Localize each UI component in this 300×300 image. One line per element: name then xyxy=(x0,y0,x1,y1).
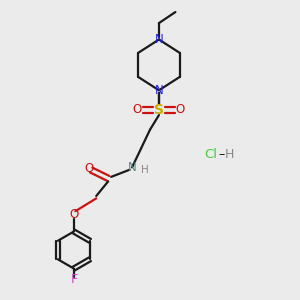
Text: H: H xyxy=(141,165,148,175)
Text: O: O xyxy=(84,162,93,175)
Text: O: O xyxy=(133,103,142,116)
Text: F: F xyxy=(70,273,77,286)
Text: H: H xyxy=(224,148,234,161)
Text: N: N xyxy=(154,33,163,46)
Text: N: N xyxy=(154,84,163,97)
Text: Cl: Cl xyxy=(205,148,218,161)
Text: O: O xyxy=(69,208,79,221)
Text: –: – xyxy=(218,148,224,161)
Text: S: S xyxy=(154,103,164,117)
Text: N: N xyxy=(128,161,136,174)
Text: O: O xyxy=(176,103,185,116)
